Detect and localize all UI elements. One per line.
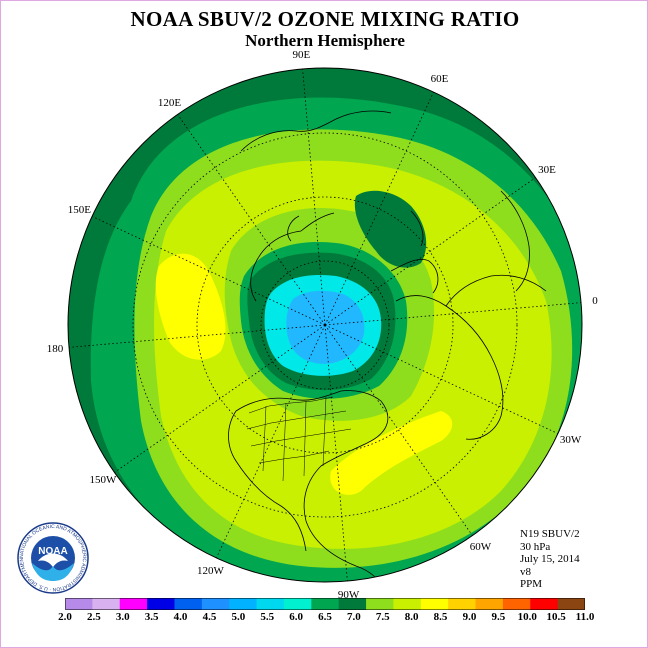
color-scale-swatch (393, 598, 422, 610)
color-scale-swatch (256, 598, 285, 610)
ozone-field (68, 68, 582, 582)
longitude-label: 60W (469, 540, 492, 553)
color-scale-swatch (65, 598, 93, 610)
color-scale-label: 11.0 (575, 611, 595, 623)
color-scale-swatch (229, 598, 258, 610)
longitude-label: 180 (46, 342, 64, 355)
meridian-line (324, 91, 434, 326)
color-scale-swatch (338, 598, 367, 610)
longitude-label: 90E (292, 49, 311, 62)
meridian-line (302, 68, 326, 326)
longitude-label: 0 (592, 295, 598, 308)
info-block: N19 SBUV/2 30 hPa July 15, 2014 v8 PPM (520, 528, 580, 591)
color-scale-swatch (502, 598, 531, 610)
color-scale-label: 8.5 (433, 611, 448, 623)
color-scale-swatch (448, 598, 477, 610)
info-version: v8 (520, 565, 531, 578)
color-scale-label: 5.0 (231, 611, 246, 623)
color-scale-label: 2.0 (58, 611, 72, 623)
ozone-band-8-5-southeast (330, 411, 453, 495)
longitude-label: 60E (430, 73, 449, 86)
color-scale-label: 6.5 (318, 611, 332, 623)
latitude-lines (132, 132, 518, 518)
longitude-label: 90W (337, 588, 360, 601)
color-scale-swatch (92, 598, 121, 610)
color-scale-swatch (201, 598, 230, 610)
color-scale-label: 6.0 (289, 611, 303, 623)
info-units: PPM (520, 578, 543, 590)
color-scale-label: 10.5 (546, 611, 566, 623)
color-scale-swatch (475, 598, 504, 610)
longitude-label: 30W (559, 433, 582, 446)
color-scale-swatch (366, 598, 394, 610)
noaa-logo: NATIONAL OCEANIC AND ATMOSPHERIC ADMINIS… (16, 521, 89, 594)
color-scale-label: 7.0 (347, 611, 361, 623)
color-scale-swatch (311, 598, 340, 610)
meridian-line (324, 324, 559, 434)
longitude-lines (68, 68, 582, 582)
longitude-label: 150W (89, 474, 117, 487)
coastlines (228, 110, 547, 582)
color-scale-label: 9.5 (491, 611, 506, 623)
longitude-label: 150E (67, 204, 91, 217)
meridian-line (68, 324, 326, 348)
color-scale-swatch (557, 598, 585, 610)
longitude-label: 30E (538, 163, 556, 176)
info-level: 30 hPa (520, 540, 551, 553)
color-scale-swatch (420, 598, 449, 610)
color-scale-label: 8.0 (404, 611, 419, 623)
color-scale-label: 2.5 (87, 611, 101, 623)
meridian-line (216, 324, 326, 559)
map-title: NOAA SBUV/2 OZONE MIXING RATIO (130, 7, 520, 31)
state-borders (246, 396, 352, 482)
color-scale-swatch (530, 598, 559, 610)
longitude-label: 120E (157, 97, 182, 109)
meridian-line (91, 216, 326, 326)
color-scale-swatch (174, 598, 203, 610)
color-scale (65, 598, 585, 610)
meridian-line (177, 114, 326, 326)
meridian-line (324, 324, 348, 582)
color-scale-swatch (119, 598, 148, 610)
color-scale-label: 3.5 (144, 611, 159, 623)
color-scale-label: 3.0 (115, 611, 130, 623)
map-subtitle: Northern Hemisphere (245, 31, 405, 50)
ozone-band-4-5 (286, 290, 365, 364)
color-scale-label: 4.0 (173, 611, 188, 623)
info-date: July 15, 2014 (520, 553, 580, 565)
longitude-label: 120W (197, 564, 224, 577)
color-scale-swatch (147, 598, 175, 610)
globe-outline (67, 67, 583, 583)
meridian-line (324, 324, 473, 536)
color-scale-label: 4.5 (202, 611, 217, 623)
color-scale-border (65, 598, 585, 610)
color-scale-label: 9.0 (462, 611, 477, 623)
meridian-line (324, 177, 536, 326)
ozone-band-7-0-lobe (354, 190, 427, 268)
ozone-band-8-5-west (155, 253, 226, 360)
color-scale-label: 5.5 (260, 611, 275, 623)
logo-text: NOAA (38, 546, 67, 557)
meridian-line (324, 302, 582, 326)
meridian-line (114, 324, 326, 473)
color-scale-label: 7.5 (375, 611, 390, 623)
color-scale-label: 10.0 (517, 611, 537, 623)
color-scale-swatch (283, 598, 312, 610)
info-satellite: N19 SBUV/2 (520, 528, 580, 540)
